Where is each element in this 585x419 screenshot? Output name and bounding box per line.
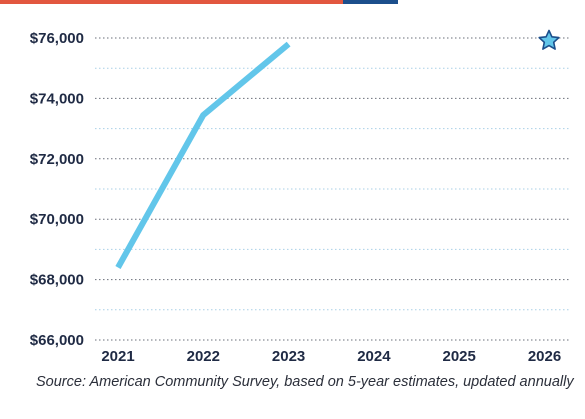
x-tick-label: 2021 (101, 348, 134, 365)
accent-segment-blue (343, 0, 398, 4)
x-axis-tick-labels: 2021 2022 2023 2024 2025 2026 (101, 348, 561, 365)
grid-lines (95, 37, 570, 341)
x-tick-label: 2024 (357, 348, 391, 365)
series-layer (115, 41, 291, 269)
x-tick-label: 2022 (187, 348, 220, 365)
y-tick-label: $68,000 (30, 272, 84, 289)
accent-segment-blank (398, 0, 585, 4)
x-tick-label: 2026 (528, 348, 561, 365)
x-tick-label: 2025 (443, 348, 476, 365)
y-tick-label: $70,000 (30, 211, 84, 228)
source-note: Source: American Community Survey, based… (36, 374, 574, 390)
x-tick-label: 2023 (272, 348, 305, 365)
y-tick-label: $74,000 (30, 90, 84, 107)
y-tick-label: $66,000 (30, 332, 84, 349)
series-line (115, 41, 291, 269)
y-axis-tick-labels: $66,000 $68,000 $70,000 $72,000 $74,000 $76,0… (30, 30, 84, 349)
line-chart: $66,000 $68,000 $70,000 $72,000 $74,000 $76,0… (30, 29, 570, 365)
star-icon[interactable] (538, 29, 560, 50)
y-tick-label: $76,000 (30, 30, 84, 47)
top-accent-bar (0, 0, 585, 4)
accent-segment-red (0, 0, 343, 4)
y-tick-label: $72,000 (30, 151, 84, 168)
